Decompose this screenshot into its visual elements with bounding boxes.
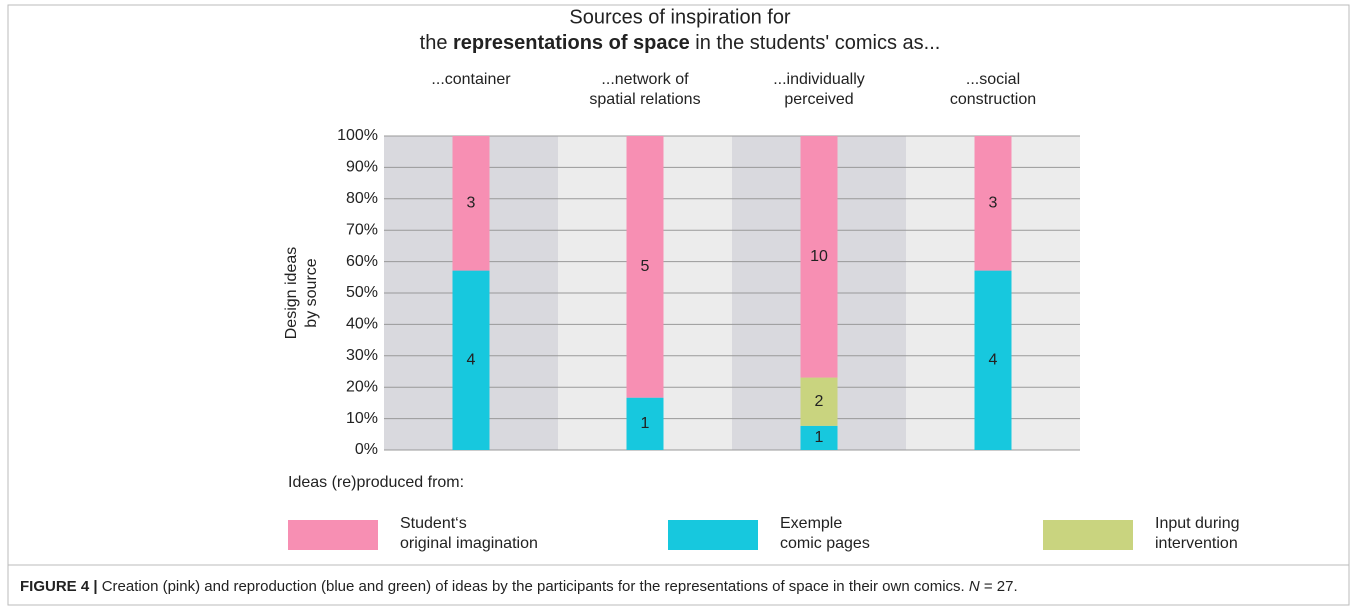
data-label: 1: [641, 415, 650, 432]
y-tick-label: 60%: [346, 253, 378, 270]
x-category-label: ...network of: [601, 71, 689, 88]
legend-label: intervention: [1155, 535, 1238, 552]
y-tick-label: 90%: [346, 159, 378, 176]
bar-segment: [974, 270, 1012, 450]
frame: [7, 4, 1350, 606]
legend-label: comic pages: [780, 535, 870, 552]
legend-swatch: [1043, 520, 1133, 550]
y-tick-label: 40%: [346, 316, 378, 333]
title-part: representations of space: [453, 32, 690, 54]
legend-label: Student‘s: [400, 515, 467, 532]
chart-title: Sources of inspiration for: [569, 6, 791, 28]
data-label: 1: [815, 429, 824, 446]
legend-swatch: [668, 520, 758, 550]
legend-title: Ideas (re)produced from:: [288, 474, 464, 491]
caption: FIGURE 4 | Creation (pink) and reproduct…: [20, 578, 1018, 595]
y-tick-label: 70%: [346, 221, 378, 238]
y-tick-label: 50%: [346, 284, 378, 301]
caption-n: N: [968, 578, 980, 595]
y-tick-label: 100%: [337, 127, 378, 144]
bar-segment: [452, 270, 490, 450]
legend-swatch: [288, 520, 378, 550]
bar-segment: [626, 397, 664, 450]
data-label: 3: [467, 195, 476, 212]
data-label: 10: [810, 248, 828, 265]
data-label: 5: [641, 258, 650, 275]
y-tick-label: 10%: [346, 410, 378, 427]
x-category-label: spatial relations: [589, 91, 700, 108]
bar-segment: [974, 136, 1012, 271]
x-category-label: ...container: [431, 71, 511, 88]
bar-segment: [626, 136, 664, 398]
data-label: 2: [815, 393, 824, 410]
y-tick-label: 80%: [346, 190, 378, 207]
y-tick-label: 20%: [346, 378, 378, 395]
y-axis-label: by source: [303, 258, 320, 327]
y-tick-label: 0%: [355, 441, 378, 458]
y-axis-label: Design ideas: [283, 247, 300, 340]
title-part: the: [420, 32, 453, 54]
x-category-label: ...social: [966, 71, 1020, 88]
legend-label: original imagination: [400, 535, 538, 552]
bar-segment: [452, 136, 490, 271]
data-label: 4: [467, 352, 476, 369]
caption-rest: = 27.: [979, 578, 1018, 595]
chart-title: the representations of space in the stud…: [420, 32, 941, 54]
legend-label: Input during: [1155, 515, 1240, 532]
bar-segment: [800, 136, 838, 378]
bar-segment: [800, 425, 838, 450]
data-label: 3: [989, 195, 998, 212]
data-label: 4: [989, 352, 998, 369]
y-tick-label: 30%: [346, 347, 378, 364]
x-category-label: construction: [950, 91, 1036, 108]
title-part: in the students' comics as...: [690, 32, 941, 54]
caption-text: Creation (pink) and reproduction (blue a…: [97, 578, 969, 595]
bar-segment: [800, 377, 838, 426]
x-category-label: ...individually: [773, 71, 865, 88]
legend-label: Exemple: [780, 515, 842, 532]
x-category-label: perceived: [784, 91, 853, 108]
caption-label: FIGURE 4 |: [20, 578, 98, 595]
